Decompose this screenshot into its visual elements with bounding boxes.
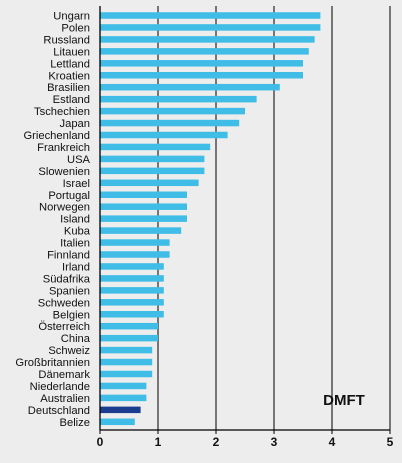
category-label-31: Niederlande bbox=[30, 381, 90, 393]
bar-15 bbox=[100, 191, 187, 198]
bar-34 bbox=[100, 418, 135, 426]
category-label-13: Slowenien bbox=[38, 166, 90, 178]
bar-11 bbox=[100, 143, 211, 151]
bar-23 bbox=[100, 287, 164, 294]
bar-18 bbox=[100, 227, 182, 234]
x-axis: 0 1 2 3 4 5 bbox=[97, 6, 394, 449]
category-label-17: Island bbox=[60, 214, 90, 226]
category-label-8: Tschechien bbox=[34, 106, 90, 118]
bar-30 bbox=[100, 370, 153, 378]
bar-16 bbox=[100, 203, 187, 210]
category-label-21: Irland bbox=[62, 261, 90, 273]
bar-32 bbox=[100, 394, 147, 402]
category-label-30: Dänemark bbox=[38, 369, 90, 381]
category-label-12: USA bbox=[67, 154, 91, 166]
bar-28 bbox=[100, 346, 153, 354]
grid-lines bbox=[157, 6, 391, 430]
category-label-0: Ungarn bbox=[53, 11, 90, 23]
bar-5 bbox=[100, 72, 303, 79]
bar-20 bbox=[100, 251, 170, 258]
category-label-2: Russland bbox=[43, 34, 90, 46]
category-label-7: Estland bbox=[53, 94, 90, 106]
bar-7 bbox=[100, 95, 257, 103]
category-label-18: Kuba bbox=[64, 226, 91, 238]
category-label-34: Belize bbox=[60, 417, 90, 429]
bar-33 bbox=[100, 406, 141, 414]
category-label-16: Norwegen bbox=[39, 202, 90, 214]
bar-3 bbox=[100, 48, 309, 55]
category-label-28: Schweiz bbox=[48, 345, 90, 357]
category-label-24: Schweden bbox=[38, 297, 90, 309]
category-label-25: Belgien bbox=[53, 309, 90, 321]
category-label-29: Großbritannien bbox=[15, 357, 90, 369]
category-label-23: Spanien bbox=[49, 285, 90, 297]
category-label-32: Australien bbox=[40, 393, 90, 405]
category-label-1: Polen bbox=[61, 22, 90, 34]
category-label-5: Kroatien bbox=[48, 70, 90, 82]
category-label-9: Japan bbox=[60, 118, 90, 130]
category-label-6: Brasilien bbox=[47, 82, 90, 94]
bar-14 bbox=[100, 179, 199, 187]
category-label-4: Lettland bbox=[50, 58, 90, 70]
category-label-26: Österreich bbox=[38, 321, 90, 333]
bar-22 bbox=[100, 275, 164, 282]
category-label-11: Frankreich bbox=[37, 142, 90, 154]
x-tick-label-3: 3 bbox=[271, 435, 278, 449]
bar-21 bbox=[100, 263, 164, 270]
bar-1 bbox=[100, 24, 321, 31]
bar-29 bbox=[100, 358, 153, 366]
bar-17 bbox=[100, 215, 187, 222]
bar-13 bbox=[100, 167, 205, 175]
category-label-27: China bbox=[61, 333, 91, 345]
category-labels: UngarnPolenRusslandLitauenLettlandKroati… bbox=[15, 11, 90, 429]
bar-6 bbox=[100, 83, 280, 91]
x-tick-label-5: 5 bbox=[387, 435, 394, 449]
category-label-20: Finnland bbox=[47, 250, 90, 262]
category-label-14: Israel bbox=[63, 178, 90, 190]
bar-8 bbox=[100, 107, 245, 115]
bar-26 bbox=[100, 322, 158, 330]
x-tick-label-0: 0 bbox=[97, 435, 104, 449]
x-tick-label-2: 2 bbox=[213, 435, 220, 449]
bar-2 bbox=[100, 36, 315, 43]
category-label-22: Südafrika bbox=[43, 273, 91, 285]
bar-27 bbox=[100, 334, 158, 342]
category-label-3: Litauen bbox=[53, 46, 90, 58]
x-tick-label-1: 1 bbox=[155, 435, 162, 449]
x-tick-label-4: 4 bbox=[329, 435, 336, 449]
bars bbox=[100, 12, 321, 426]
bar-24 bbox=[100, 299, 164, 306]
bar-9 bbox=[100, 119, 240, 127]
bar-4 bbox=[100, 60, 303, 67]
bar-31 bbox=[100, 382, 147, 390]
bar-0 bbox=[100, 12, 321, 19]
category-label-10: Griechenland bbox=[23, 130, 90, 142]
bar-19 bbox=[100, 239, 170, 246]
category-label-15: Portugal bbox=[48, 190, 90, 202]
bar-25 bbox=[100, 311, 164, 318]
bar-10 bbox=[100, 131, 228, 139]
category-label-19: Italien bbox=[60, 238, 90, 250]
bar-12 bbox=[100, 155, 205, 163]
category-label-33: Deutschland bbox=[28, 405, 90, 417]
chart-annotation: DMFT bbox=[323, 392, 365, 409]
